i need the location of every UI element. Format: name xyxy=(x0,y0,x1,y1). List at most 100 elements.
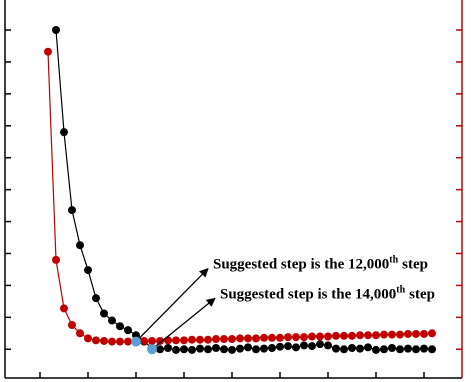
annotation-arrow xyxy=(151,297,216,350)
data-point xyxy=(284,333,292,342)
data-point xyxy=(260,333,268,342)
data-point xyxy=(388,330,396,339)
data-point xyxy=(372,331,380,340)
data-point xyxy=(60,128,68,137)
data-point xyxy=(220,335,228,344)
data-point xyxy=(180,336,188,345)
data-point xyxy=(420,329,428,338)
data-point xyxy=(116,322,124,331)
data-point xyxy=(92,294,100,303)
data-point xyxy=(364,331,372,340)
data-point xyxy=(396,330,404,339)
data-point xyxy=(244,343,252,352)
annotation-suffix: step xyxy=(409,286,435,302)
data-point xyxy=(404,344,412,353)
data-point xyxy=(236,344,244,353)
data-point xyxy=(372,345,380,354)
data-point xyxy=(228,335,236,344)
data-point xyxy=(76,329,84,338)
data-point xyxy=(84,334,92,343)
data-point xyxy=(316,340,324,349)
data-point xyxy=(308,332,316,341)
data-point xyxy=(188,345,196,354)
data-point xyxy=(276,333,284,342)
data-point xyxy=(300,333,308,342)
data-point xyxy=(412,345,420,354)
data-point xyxy=(380,330,388,339)
data-point xyxy=(212,343,220,352)
annotation-arrow xyxy=(135,267,209,343)
data-point xyxy=(124,326,132,335)
data-point xyxy=(356,331,364,340)
data-point xyxy=(284,342,292,351)
annotation: Suggested step is the 14,000th step xyxy=(220,284,435,302)
data-point xyxy=(148,336,156,345)
data-point xyxy=(260,344,268,353)
data-point xyxy=(228,345,236,354)
data-point xyxy=(388,343,396,352)
data-point xyxy=(204,335,212,344)
data-point xyxy=(156,336,164,345)
annotation: Suggested step is the 12,000th step xyxy=(213,255,428,273)
data-point xyxy=(196,335,204,344)
data-point xyxy=(116,337,124,346)
data-point xyxy=(124,337,132,346)
data-point xyxy=(196,344,204,353)
data-point xyxy=(188,335,196,344)
data-point xyxy=(108,316,116,325)
data-point xyxy=(332,331,340,340)
data-point xyxy=(76,241,84,250)
data-point xyxy=(396,345,404,354)
data-point xyxy=(164,343,172,352)
data-point xyxy=(172,336,180,345)
data-point xyxy=(172,345,180,354)
data-point xyxy=(108,337,116,346)
annotation-superscript: th xyxy=(389,255,398,266)
data-point xyxy=(332,344,340,353)
data-point xyxy=(420,344,428,353)
data-point xyxy=(204,345,212,354)
data-point xyxy=(180,345,188,354)
data-point xyxy=(412,329,420,338)
data-point xyxy=(324,332,332,341)
highlight-point xyxy=(147,344,157,355)
data-point xyxy=(212,335,220,344)
annotation-suffix: step xyxy=(402,257,428,273)
data-point xyxy=(348,331,356,340)
data-point xyxy=(60,304,68,313)
data-point xyxy=(84,266,92,275)
data-point xyxy=(236,334,244,343)
data-point xyxy=(100,309,108,318)
data-point xyxy=(276,342,284,351)
data-point xyxy=(156,345,164,354)
data-point xyxy=(380,345,388,354)
data-point xyxy=(348,343,356,352)
annotation-text: Suggested step is the 12,000 xyxy=(213,257,389,273)
data-point xyxy=(404,329,412,338)
data-point xyxy=(52,255,60,264)
data-point xyxy=(100,336,108,345)
data-point xyxy=(428,329,436,338)
annotation-superscript: th xyxy=(396,284,405,295)
data-point xyxy=(324,341,332,350)
data-point xyxy=(244,334,252,343)
highlight-point xyxy=(131,336,141,347)
data-point xyxy=(268,333,276,342)
data-point xyxy=(300,341,308,350)
data-point xyxy=(164,336,172,345)
data-point xyxy=(356,344,364,353)
annotation-text: Suggested step is the 14,000 xyxy=(220,286,396,302)
data-point xyxy=(340,345,348,354)
data-point xyxy=(220,345,228,354)
data-point xyxy=(44,47,52,56)
data-point xyxy=(92,336,100,345)
data-point xyxy=(292,343,300,352)
data-point xyxy=(340,331,348,340)
data-point xyxy=(364,343,372,352)
data-point xyxy=(252,334,260,343)
data-point xyxy=(308,342,316,351)
data-point xyxy=(428,345,436,354)
data-point xyxy=(140,336,148,345)
data-point xyxy=(52,26,60,35)
